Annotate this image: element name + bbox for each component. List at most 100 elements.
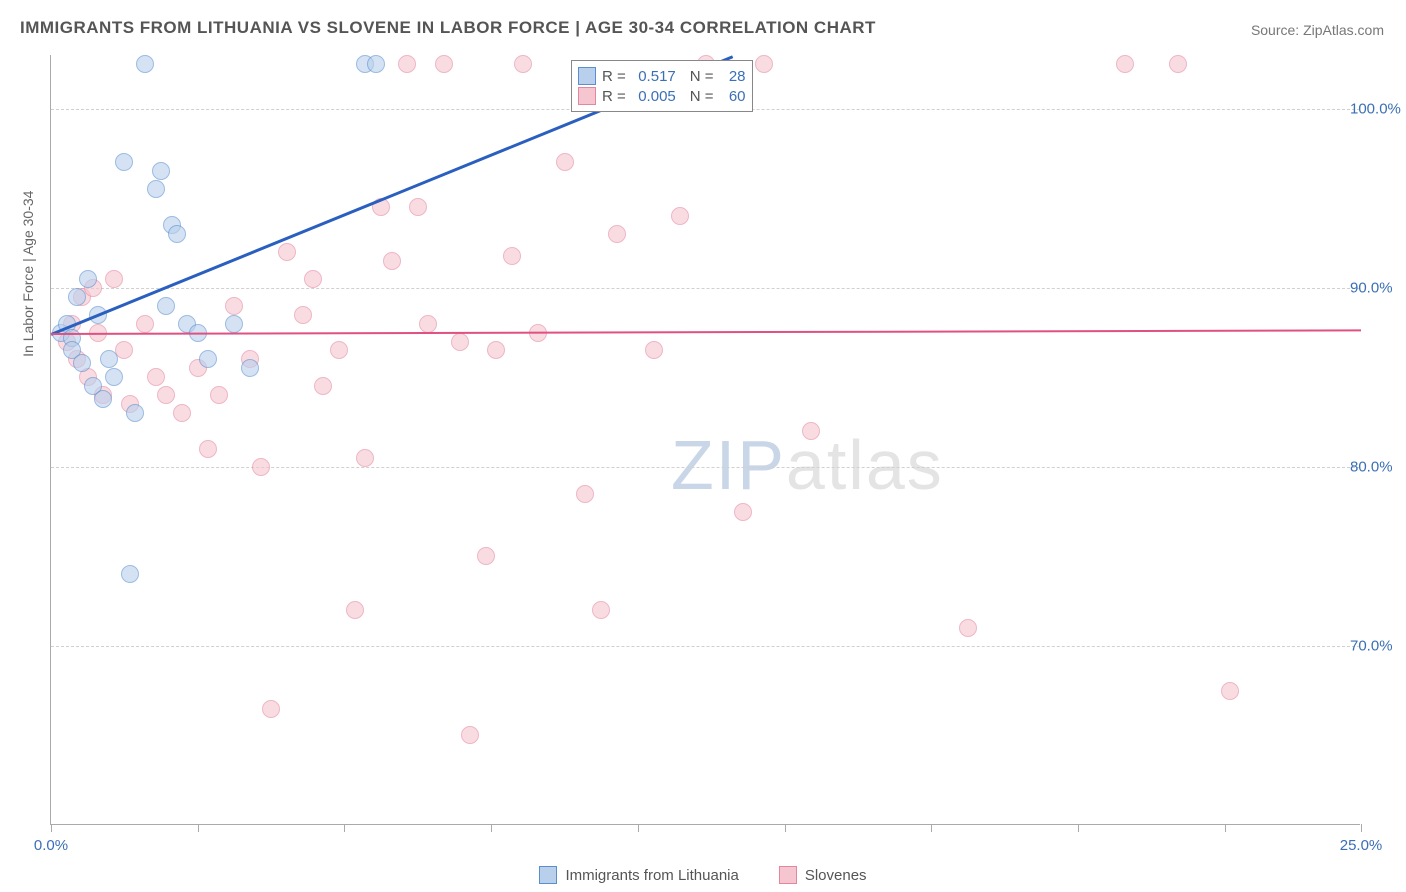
data-point [147, 180, 165, 198]
data-point [136, 55, 154, 73]
data-point [1221, 682, 1239, 700]
data-point [576, 485, 594, 503]
data-point [173, 404, 191, 422]
legend-label: Slovenes [805, 867, 867, 884]
data-point [556, 153, 574, 171]
y-tick-label: 70.0% [1350, 637, 1406, 654]
source-label: Source: ZipAtlas.com [1251, 22, 1384, 38]
data-point [147, 368, 165, 386]
data-point [115, 153, 133, 171]
data-point [419, 315, 437, 333]
data-point [115, 341, 133, 359]
data-point [346, 601, 364, 619]
trend-line [51, 329, 1361, 335]
data-point [802, 422, 820, 440]
plot-area: ZIPatlas 70.0%80.0%90.0%100.0%0.0%25.0%R… [50, 55, 1360, 825]
data-point [409, 198, 427, 216]
x-tick [491, 824, 492, 832]
stats-n-label: N = [690, 68, 714, 85]
data-point [608, 225, 626, 243]
chart-title: IMMIGRANTS FROM LITHUANIA VS SLOVENE IN … [20, 18, 876, 38]
data-point [356, 449, 374, 467]
data-point [105, 270, 123, 288]
x-tick [198, 824, 199, 832]
data-point [383, 252, 401, 270]
data-point [262, 700, 280, 718]
data-point [959, 619, 977, 637]
data-point [210, 386, 228, 404]
x-tick [931, 824, 932, 832]
x-tick [344, 824, 345, 832]
x-tick [785, 824, 786, 832]
stats-r-label: R = [602, 88, 626, 105]
legend-swatch [779, 866, 797, 884]
watermark-zip: ZIP [671, 426, 786, 504]
gridline [51, 646, 1360, 647]
stats-r-label: R = [602, 68, 626, 85]
data-point [592, 601, 610, 619]
data-point [126, 404, 144, 422]
data-point [278, 243, 296, 261]
data-point [514, 55, 532, 73]
stats-swatch [578, 67, 596, 85]
stats-n-label: N = [690, 88, 714, 105]
data-point [225, 297, 243, 315]
stats-r-value: 0.517 [632, 68, 676, 85]
data-point [105, 368, 123, 386]
data-point [304, 270, 322, 288]
stats-row: R = 0.517 N = 28 [578, 67, 746, 85]
data-point [199, 440, 217, 458]
data-point [330, 341, 348, 359]
stats-swatch [578, 87, 596, 105]
y-tick-label: 100.0% [1350, 100, 1406, 117]
data-point [1169, 55, 1187, 73]
legend: Immigrants from Lithuania Slovenes [0, 866, 1406, 884]
gridline [51, 288, 1360, 289]
data-point [252, 458, 270, 476]
legend-item: Slovenes [779, 866, 867, 884]
x-tick-label: 0.0% [34, 837, 68, 854]
data-point [121, 565, 139, 583]
stats-r-value: 0.005 [632, 88, 676, 105]
y-tick-label: 90.0% [1350, 279, 1406, 296]
y-tick-label: 80.0% [1350, 458, 1406, 475]
legend-label: Immigrants from Lithuania [565, 867, 738, 884]
stats-row: R = 0.005 N = 60 [578, 87, 746, 105]
x-tick-label: 25.0% [1340, 837, 1383, 854]
data-point [79, 270, 97, 288]
legend-item: Immigrants from Lithuania [539, 866, 738, 884]
data-point [157, 297, 175, 315]
data-point [503, 247, 521, 265]
y-axis-title: In Labor Force | Age 30-34 [20, 191, 36, 357]
stats-n-value: 28 [720, 68, 746, 85]
data-point [398, 55, 416, 73]
data-point [100, 350, 118, 368]
data-point [461, 726, 479, 744]
data-point [168, 225, 186, 243]
data-point [1116, 55, 1134, 73]
x-tick [1225, 824, 1226, 832]
data-point [367, 55, 385, 73]
data-point [487, 341, 505, 359]
data-point [477, 547, 495, 565]
x-tick [638, 824, 639, 832]
stats-box: R = 0.517 N = 28 R = 0.005 N = 60 [571, 60, 753, 112]
data-point [755, 55, 773, 73]
x-tick [51, 824, 52, 832]
stats-n-value: 60 [720, 88, 746, 105]
data-point [451, 333, 469, 351]
data-point [157, 386, 175, 404]
data-point [94, 390, 112, 408]
data-point [734, 503, 752, 521]
data-point [225, 315, 243, 333]
gridline [51, 467, 1360, 468]
data-point [241, 359, 259, 377]
x-tick [1078, 824, 1079, 832]
data-point [294, 306, 312, 324]
x-tick [1361, 824, 1362, 832]
legend-swatch [539, 866, 557, 884]
data-point [199, 350, 217, 368]
data-point [73, 354, 91, 372]
data-point [435, 55, 453, 73]
data-point [671, 207, 689, 225]
